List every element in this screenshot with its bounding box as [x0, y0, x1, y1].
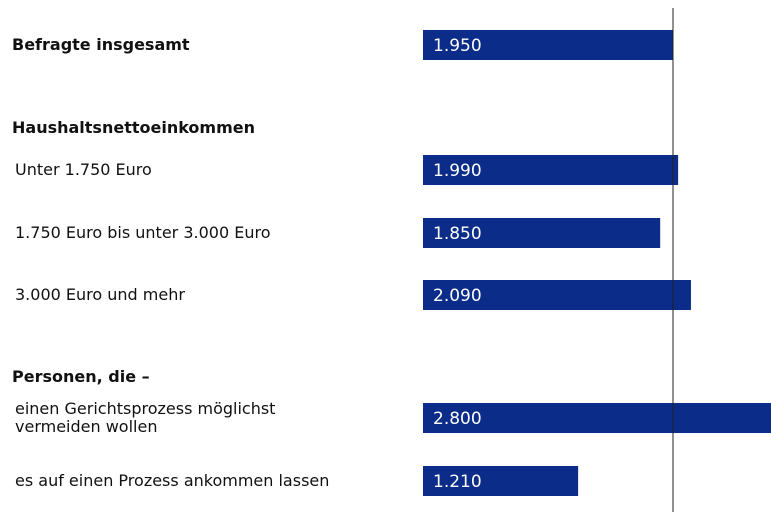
category-label: Unter 1.750 Euro: [15, 160, 152, 179]
category-label: einen Gerichtsprozess möglichst vermeide…: [15, 399, 276, 436]
value-label: 2.800: [433, 409, 482, 429]
category-label: es auf einen Prozess ankommen lassen: [15, 471, 330, 490]
value-label: 1.850: [433, 224, 482, 244]
value-label: 1.210: [433, 472, 482, 492]
value-label: 2.090: [433, 286, 482, 306]
bar: [423, 155, 679, 185]
bar: [423, 30, 673, 60]
group-title: Personen, die –: [12, 367, 150, 386]
bar: [423, 280, 691, 310]
bar: [423, 218, 661, 248]
value-label: 1.950: [433, 36, 482, 56]
group-title: Befragte insgesamt: [12, 35, 190, 54]
category-label: 1.750 Euro bis unter 3.000 Euro: [15, 223, 271, 242]
bar: [423, 466, 579, 496]
category-label: 3.000 Euro und mehr: [15, 285, 185, 304]
value-label: 1.990: [433, 161, 482, 181]
group-title: Haushaltsnettoeinkommen: [12, 118, 255, 137]
bar: [423, 403, 771, 433]
